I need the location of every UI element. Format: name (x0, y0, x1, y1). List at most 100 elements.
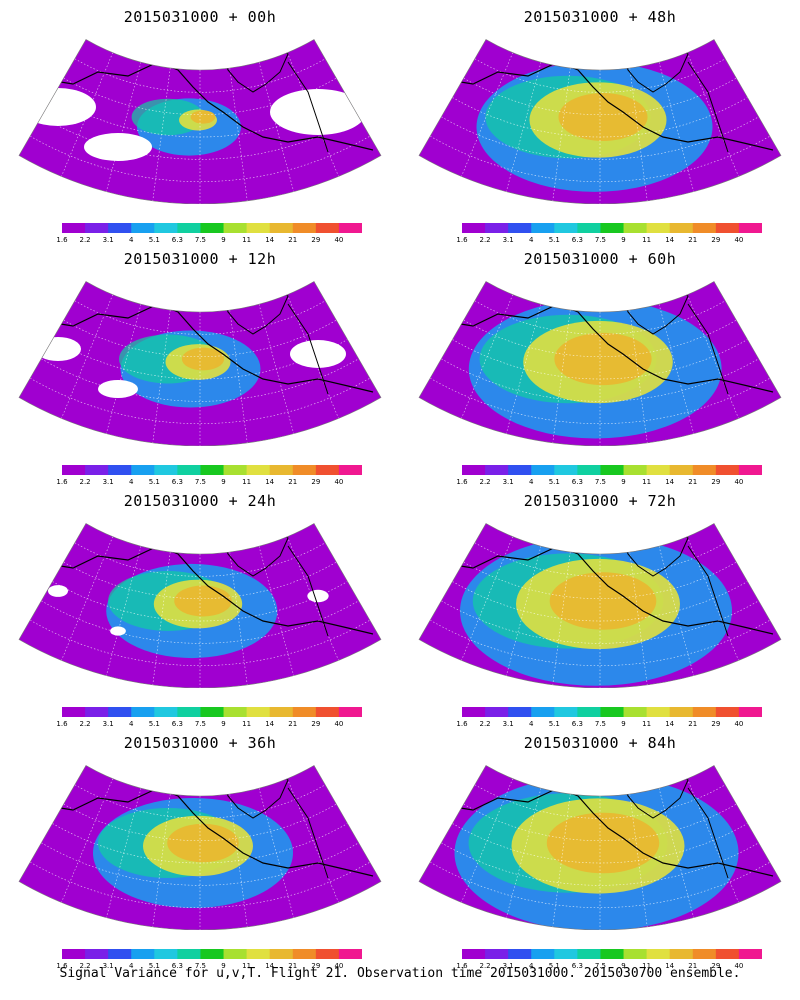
colorbar-tick-label: 5.1 (148, 962, 160, 970)
colorbar-tick-label: 1.6 (456, 478, 468, 486)
colorbar-swatch (177, 707, 201, 717)
latitude-line (41, 842, 359, 886)
colorbar-tick-label: 11 (642, 720, 652, 728)
panel-title: 2015031000 + 72h (523, 492, 677, 510)
map-outline (418, 765, 782, 930)
colorbar-tick-label: 21 (688, 236, 698, 244)
latitude-line (441, 358, 759, 402)
colorbar-tick-label: 40 (734, 236, 744, 244)
forecast-map (418, 39, 782, 204)
colorbar-labels: 1.6 2.2 3.1 4 5.1 6.3 7.5 9 11 14 21 29 40 (56, 236, 368, 246)
latitude-line (441, 842, 759, 886)
longitude-line (152, 552, 171, 685)
latitude-line (63, 319, 337, 357)
colorbar-tick-label: 6.3 (571, 720, 583, 728)
latitude-line (63, 561, 337, 599)
forecast-map (18, 765, 382, 930)
colorbar-swatch (315, 465, 340, 475)
colorbar-swatch (131, 465, 155, 475)
coastline (427, 303, 774, 393)
colorbar-swatch (131, 949, 155, 959)
colorbar-tick-label: 14 (265, 478, 275, 486)
colorbar-swatch (108, 465, 132, 475)
colorbar-swatch (554, 223, 578, 233)
colorbar-swatch (669, 465, 694, 475)
colorbar-swatch (738, 223, 762, 233)
colorbar-swatch (554, 949, 578, 959)
longitude-line (506, 62, 542, 192)
colorbar-tick-label: 3.1 (102, 478, 114, 486)
colorbar-swatch (269, 223, 294, 233)
latitude-line (30, 861, 370, 908)
colorbar (62, 949, 362, 959)
coastline (287, 61, 329, 153)
map-outline (418, 39, 782, 204)
colorbar (462, 949, 762, 959)
map-outline (18, 39, 382, 204)
latitude-line (463, 561, 737, 599)
colorbar-tick-label: 14 (265, 236, 275, 244)
longitude-line (106, 788, 142, 918)
colorbar-swatch (715, 707, 740, 717)
colorbar-swatch (462, 949, 486, 959)
latitude-line (41, 116, 359, 160)
colorbar-tick-label: 11 (642, 962, 652, 970)
panel-title: 2015031000 + 84h (523, 734, 677, 752)
longitude-line (506, 304, 542, 434)
longitude-line (658, 304, 694, 434)
forecast-map (18, 39, 382, 204)
colorbar-swatch (338, 465, 362, 475)
colorbar-swatch (154, 465, 178, 475)
colorbar-swatch (692, 223, 717, 233)
colorbar-tick-label: 14 (265, 720, 275, 728)
longitude-line (152, 68, 171, 201)
panel-2: 2015031000 + 12h 1.6 2.2 3.1 4 5.1 6.3 7.5 9 11 1… (0, 242, 400, 487)
longitude-line (552, 310, 571, 443)
colorbar-swatch (108, 949, 132, 959)
colorbar-swatch (223, 707, 248, 717)
latitude-line (30, 377, 370, 424)
missing-data-area (307, 589, 329, 603)
longitude-line (629, 310, 648, 443)
colorbar-tick-label: 4 (528, 236, 534, 244)
coastline (427, 545, 774, 635)
panel-0: 2015031000 + 00h 1.6 2.2 3.1 4 5.1 6.3 7.5 9 11 1… (0, 0, 400, 245)
colorbar-swatch (692, 465, 717, 475)
colorbar-tick-label: 21 (288, 962, 298, 970)
missing-data-area (48, 585, 68, 597)
colorbar-tick-label: 29 (711, 478, 721, 486)
colorbar-tick-label: 9 (621, 962, 626, 970)
coastline (287, 303, 329, 395)
colorbar-swatch (531, 223, 555, 233)
colorbar-swatch (108, 223, 132, 233)
colorbar-swatch (715, 465, 740, 475)
colorbar-tick-label: 40 (734, 720, 744, 728)
colorbar-tick-label: 40 (334, 478, 344, 486)
colorbar-tick-label: 6.3 (171, 720, 183, 728)
colorbar-swatch (577, 707, 601, 717)
colorbar-tick-label: 6.3 (571, 478, 583, 486)
panel-title: 2015031000 + 48h (523, 8, 677, 26)
colorbar-tick-label: 7.5 (194, 478, 207, 486)
variance-high-region (190, 110, 216, 124)
colorbar-tick-label: 29 (311, 236, 321, 244)
colorbar-tick-label: 2.2 (79, 962, 91, 970)
forecast-map (418, 281, 782, 446)
colorbar-swatch (485, 223, 509, 233)
colorbar-tick-label: 21 (688, 962, 698, 970)
colorbar-swatch (131, 223, 155, 233)
latitude-line (430, 135, 770, 182)
longitude-line (152, 310, 171, 443)
panel-5: 2015031000 + 72h 1.6 2.2 3.1 4 5.1 6.3 7.5 9 11 1… (400, 484, 800, 729)
longitude-line (552, 552, 571, 685)
colorbar-tick-label: 5.1 (148, 236, 160, 244)
colorbar-swatch (485, 949, 509, 959)
longitude-line (229, 68, 248, 201)
coastline (27, 303, 374, 393)
longitude-line (552, 794, 571, 927)
colorbar-tick-label: 2.2 (79, 720, 91, 728)
colorbar-swatch (200, 465, 225, 475)
colorbar-tick-label: 6.3 (171, 478, 183, 486)
colorbar-tick-label: 4 (128, 962, 134, 970)
colorbar-swatch (85, 707, 109, 717)
